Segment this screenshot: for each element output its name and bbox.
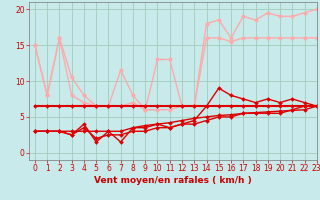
X-axis label: Vent moyen/en rafales ( km/h ): Vent moyen/en rafales ( km/h ): [94, 176, 252, 185]
